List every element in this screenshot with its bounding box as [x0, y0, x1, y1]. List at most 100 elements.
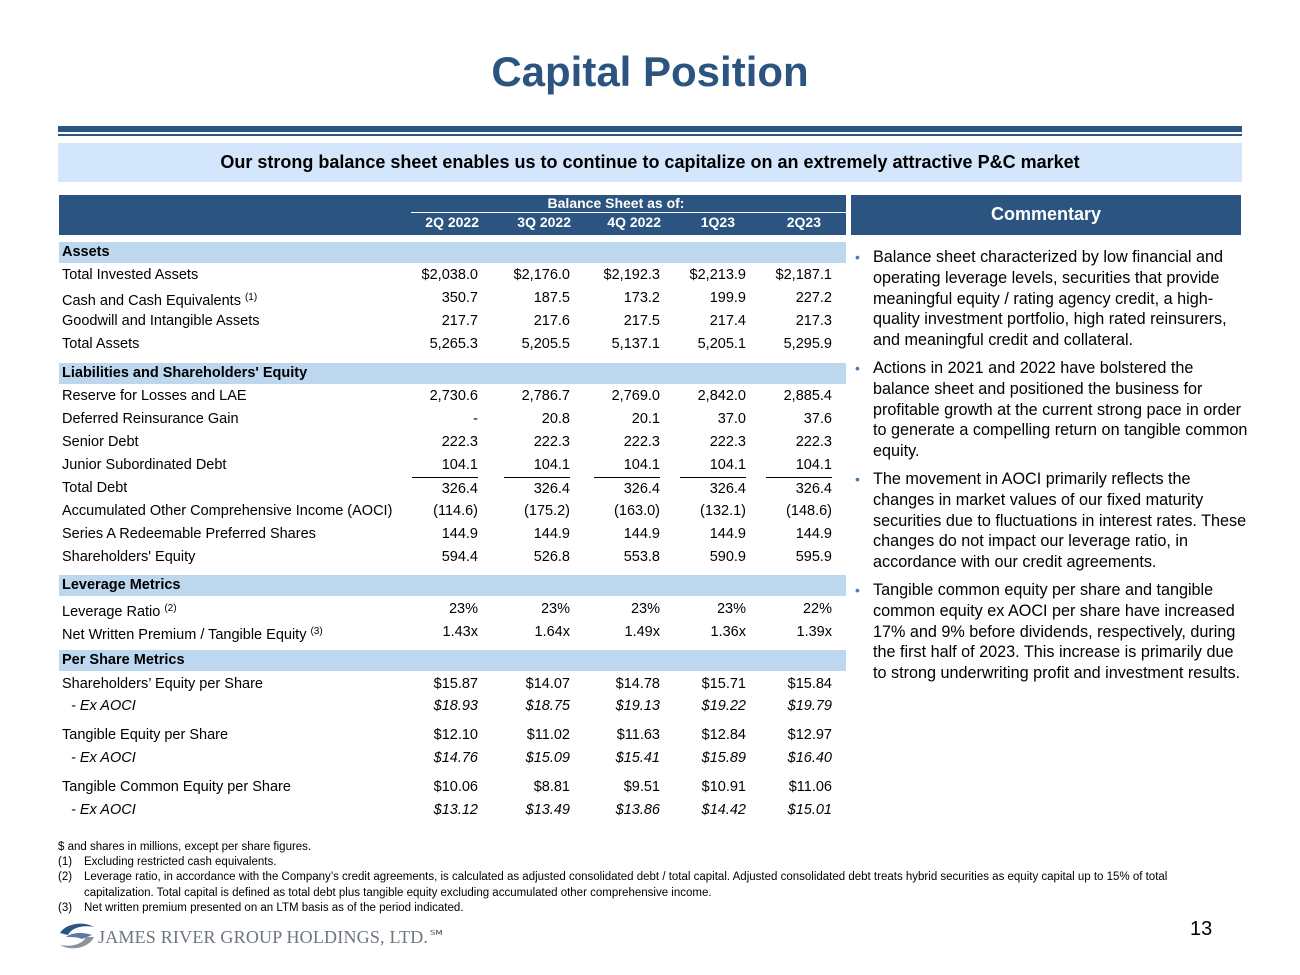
cell-value: 5,205.1 [697, 336, 746, 352]
table-row: - Ex AOCI $13.12 $13.49 $13.86 $14.42 $15.01 [59, 799, 846, 821]
cell-value: 2,769.0 [611, 388, 660, 404]
footnote-text: Net written premium presented on an LTM … [84, 901, 464, 914]
cell-value: $18.93 [433, 698, 478, 714]
footnote-number: (2) [58, 871, 73, 884]
cell-value: 222.3 [533, 434, 570, 450]
cell-value: $15.01 [787, 802, 832, 818]
cell-value: 222.3 [623, 434, 660, 450]
row-label: Liabilities and Shareholders' Equity [62, 363, 307, 384]
row-label: Leverage Metrics [62, 575, 180, 596]
row-label-text: Total Invested Assets [62, 267, 199, 283]
cell-value: (114.6) [433, 503, 478, 519]
column-header: 2Q 2022 [425, 214, 479, 230]
cell-value: 199.9 [709, 290, 746, 306]
cell-value: 590.9 [709, 549, 746, 565]
cell-value: 1.49x [624, 624, 660, 640]
table-row: - Ex AOCI $18.93 $18.75 $19.13 $19.22 $19.79 [59, 695, 846, 717]
table-row: Junior Subordinated Debt 104.1 104.1 104.1 1… [59, 454, 846, 476]
row-label-text: Leverage Ratio [62, 604, 161, 620]
cell-value: 2,842.0 [697, 388, 746, 404]
column-header: 1Q23 [700, 214, 735, 230]
row-label: Senior Debt [62, 431, 139, 453]
cell-value: 222.3 [709, 434, 746, 450]
cell-value: 326.4 [594, 477, 660, 500]
cell-value: 144.9 [709, 526, 746, 542]
table-row: Accumulated Other Comprehensive Income (… [59, 500, 846, 522]
footnote-intro: $ and shares in millions, except per sha… [58, 841, 312, 853]
cell-value: 104.1 [441, 457, 478, 473]
table-row: Deferred Reinsurance Gain - 20.8 20.1 37.0 37… [59, 408, 846, 430]
row-label: Per Share Metrics [62, 650, 185, 671]
cell-value: 187.5 [533, 290, 570, 306]
row-label: - Ex AOCI [71, 799, 136, 821]
table-row: Tangible Equity per Share $12.10 $11.02 $11… [59, 724, 846, 746]
cell-value: $12.84 [701, 727, 746, 743]
column-header: 2Q23 [786, 214, 821, 230]
cell-value: 22% [802, 601, 832, 617]
column-header: 4Q 2022 [607, 214, 661, 230]
footnote-ref: (3) [310, 626, 323, 637]
cell-value: (148.6) [786, 503, 832, 519]
company-logo-icon [60, 923, 94, 949]
cell-value: (175.2) [524, 503, 570, 519]
bullet-text: Balance sheet characterized by low finan… [873, 248, 1227, 350]
page-title: Capital Position [491, 48, 809, 95]
cell-value: 5,137.1 [611, 336, 660, 352]
row-label: Cash and Cash Equivalents (1) [62, 287, 257, 312]
cell-value: $15.41 [615, 750, 660, 766]
table-row: Total Invested Assets $2,038.0 $2,176.0 $2,… [59, 264, 846, 286]
table-row: Senior Debt 222.3 222.3 222.3 222.3 222.3 [59, 431, 846, 453]
cell-value: $15.09 [525, 750, 570, 766]
cell-value: 104.1 [533, 457, 570, 473]
footnote: (3) Net written premium presented on an L… [58, 901, 1238, 916]
row-label-text: Junior Subordinated Debt [62, 457, 227, 473]
row-label-text: - Ex AOCI [71, 698, 136, 714]
footnotes: $ and shares in millions, except per sha… [58, 840, 1238, 916]
cell-value: 222.3 [795, 434, 832, 450]
commentary-bullet: • Tangible common equity per share and ta… [855, 580, 1248, 684]
cell-value: 104.1 [623, 457, 660, 473]
cell-value: 37.6 [803, 411, 832, 427]
row-label: Leverage Ratio (2) [62, 598, 177, 623]
cell-value: $2,038.0 [421, 267, 478, 283]
commentary-bullet: • Actions in 2021 and 2022 have bolstered… [855, 358, 1248, 462]
cell-value: $12.10 [433, 727, 478, 743]
cell-value: 526.8 [533, 549, 570, 565]
cell-value: $15.89 [701, 750, 746, 766]
footnote-ref: (2) [164, 603, 177, 614]
footnote-text: Leverage ratio, in accordance with the C… [84, 871, 1168, 899]
cell-value: $19.22 [701, 698, 746, 714]
row-label-text: - Ex AOCI [71, 802, 136, 818]
cell-value: 173.2 [623, 290, 660, 306]
row-label-text: Shareholders' Equity [62, 549, 196, 565]
cell-value: 23% [716, 601, 746, 617]
row-label: Tangible Equity per Share [62, 724, 228, 746]
row-label: Goodwill and Intangible Assets [62, 310, 260, 332]
row-label: Shareholders' Equity [62, 546, 195, 568]
row-label: Net Written Premium / Tangible Equity (3) [62, 621, 323, 646]
row-label-text: Tangible Equity per Share [62, 727, 229, 743]
row-label-text: Deferred Reinsurance Gain [62, 411, 239, 427]
table-row: Shareholders’ Equity per Share $15.87 $14.… [59, 673, 846, 695]
cell-value: 5,295.9 [783, 336, 832, 352]
cell-value: $2,192.3 [603, 267, 660, 283]
cell-value: $14.07 [525, 676, 570, 692]
bullet-text: The movement in AOCI primarily reflects … [873, 469, 1247, 572]
table-row: Goodwill and Intangible Assets 217.7 217.6… [59, 310, 846, 332]
row-label-text: Assets [62, 244, 110, 260]
cell-value: $13.86 [615, 802, 660, 818]
cell-value: 594.4 [441, 549, 478, 565]
cell-value: 1.43x [442, 624, 478, 640]
cell-value: $16.40 [787, 750, 832, 766]
cell-value: 20.1 [631, 411, 660, 427]
cell-value: $11.63 [616, 727, 660, 743]
column-header: 3Q 2022 [517, 214, 571, 230]
cell-value: $15.87 [433, 676, 478, 692]
cell-value: 326.4 [680, 477, 746, 500]
section-header: Liabilities and Shareholders' Equity [59, 363, 846, 384]
table-row: Shareholders' Equity 594.4 526.8 553.8 590.9… [59, 546, 846, 568]
cell-value: $13.49 [525, 802, 570, 818]
cell-value: 222.3 [441, 434, 478, 450]
cell-value: 595.9 [795, 549, 832, 565]
row-label-text: Tangible Common Equity per Share [62, 779, 291, 795]
